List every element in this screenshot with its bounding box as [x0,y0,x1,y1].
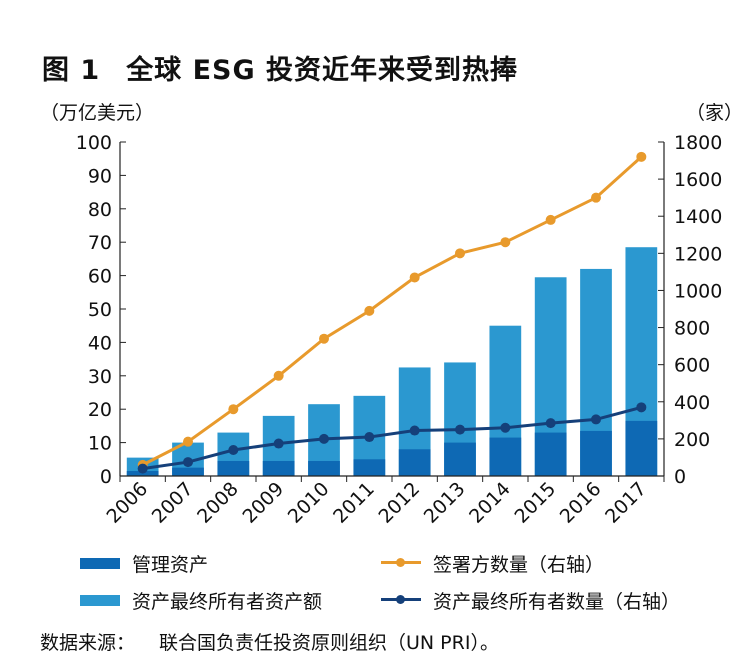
legend-item-owner-assets: 资产最终所有者资产额 [80,586,322,614]
point-signatories-2010 [319,333,329,344]
x-label-2013: 2013 [420,478,470,528]
bar-aum-2011 [353,459,386,476]
point-owner-count-2008 [228,445,239,456]
point-owner-count-2010 [319,433,329,444]
point-owner-count-2014 [500,422,511,433]
point-owner-count-2013 [455,424,465,435]
left-tick-label-30: 30 [88,366,112,388]
right-tick-label-0: 0 [674,466,686,488]
left-tick-label-80: 80 [88,199,112,221]
line-owner-count [142,405,642,471]
bar-aum-2014 [489,437,522,476]
point-signatories-2007 [183,436,193,447]
esg-chart: 0102030405060708090100020040060080010001… [76,132,723,528]
right-tick-label-200: 200 [674,429,710,451]
bar-aum-2017 [625,420,658,476]
point-owner-count-2016 [591,414,601,425]
point-owner-count-2011 [364,432,375,443]
legend-label-signatories: 签署方数量（右轴） [433,553,605,576]
point-signatories-2008 [228,404,239,415]
point-owner-count-2015 [545,418,556,429]
point-owner-count-2009 [273,438,284,449]
left-tick-label-70: 70 [88,232,112,254]
line-signatories [141,155,643,467]
right-tick-label-1800: 1800 [674,132,722,154]
x-label-2016: 2016 [556,478,606,528]
bar-aum-2007 [172,467,204,476]
x-label-2014: 2014 [465,478,515,528]
left-tick-label-50: 50 [88,299,112,321]
figure-number: 图 1 [42,55,101,86]
left-tick-label-60: 60 [88,266,112,288]
legend-label-owner-count: 资产最终所有者数量（右轴） [433,590,681,613]
bar-aum-2012 [398,449,431,476]
legend-swatch-owner-assets [80,594,120,606]
right-axis-unit: （家） [686,102,744,124]
point-signatories-2015 [545,214,556,225]
bar-aum-2016 [580,430,612,476]
legend-line-swatch-signatories [381,556,421,570]
figure-title-text: 全球 ESG 投资近年来受到热捧 [126,55,519,86]
left-tick-label-0: 0 [100,466,112,488]
left-axis-unit: （万亿美元） [40,102,155,124]
legend-swatch-aum [80,557,120,569]
data-source: 数据来源： 联合国负责任投资原则组织（UN PRI）。 [40,628,499,655]
x-label-2012: 2012 [374,478,424,528]
point-signatories-2011 [364,305,375,316]
right-tick-label-600: 600 [674,355,710,377]
bar-aum-2008 [217,460,250,476]
left-tick-label-40: 40 [88,332,112,354]
x-label-2015: 2015 [510,478,560,528]
legend-item-aum: 管理资产 [80,549,208,577]
legend-label-owner-assets: 资产最终所有者资产额 [132,590,323,613]
right-tick-label-400: 400 [674,392,710,414]
x-label-2017: 2017 [601,478,651,528]
point-signatories-2013 [455,248,465,259]
bar-aum-2010 [308,460,340,476]
point-signatories-2009 [273,370,284,381]
x-label-2007: 2007 [148,478,198,528]
legend-item-owner-count: 资产最终所有者数量（右轴） [381,586,680,614]
legend-line-swatch-owner-count [381,593,421,607]
x-label-2011: 2011 [329,478,379,528]
right-tick-label-1200: 1200 [674,243,722,265]
left-tick-label-90: 90 [88,165,112,187]
bar-aum-2015 [534,432,567,476]
bar-aum-2009 [262,460,295,476]
right-tick-label-1000: 1000 [674,280,722,302]
right-tick-label-800: 800 [674,318,710,340]
x-label-2008: 2008 [193,478,243,528]
point-signatories-2016 [591,192,601,203]
point-owner-count-2006 [137,463,148,474]
legend-item-signatories: 签署方数量（右轴） [381,549,604,577]
point-owner-count-2017 [636,402,647,413]
source-label: 数据来源： [40,632,136,654]
x-label-2010: 2010 [284,478,334,528]
source-text: 联合国负责任投资原则组织（UN PRI）。 [159,632,499,654]
left-tick-label-10: 10 [88,433,112,455]
point-owner-count-2012 [409,425,420,436]
figure-title: 图 1 全球 ESG 投资近年来受到热捧 [42,48,518,87]
left-tick-label-100: 100 [76,132,112,154]
point-signatories-2012 [409,272,420,283]
right-tick-label-1400: 1400 [674,206,722,228]
left-tick-label-20: 20 [88,399,112,421]
legend-label-aum: 管理资产 [132,553,209,576]
point-signatories-2017 [636,151,647,162]
bar-aum-2013 [444,442,476,476]
point-signatories-2014 [500,237,511,248]
point-owner-count-2007 [183,457,193,468]
right-tick-label-1600: 1600 [674,169,722,191]
x-label-2009: 2009 [238,478,288,528]
